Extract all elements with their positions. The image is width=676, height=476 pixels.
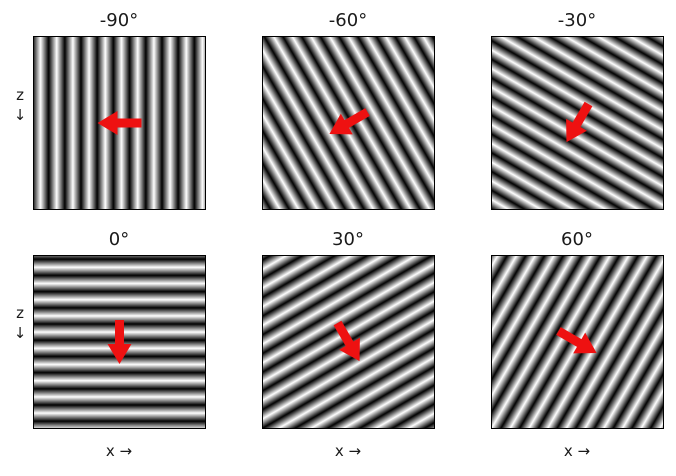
wave-panel-2: [262, 36, 435, 210]
propagation-arrow-icon: [107, 320, 132, 364]
panel-title-6: 60°: [561, 229, 593, 250]
panel-frame: [491, 255, 664, 429]
propagation-arrow-icon: [556, 327, 597, 354]
z-axis-label-bottom: z: [16, 304, 24, 322]
panel-title-4: 0°: [109, 229, 129, 250]
x-axis-label-1: x →: [106, 442, 132, 460]
panel-frame: [491, 36, 664, 210]
propagation-arrow-icon: [566, 101, 593, 143]
panel-frame: [33, 36, 206, 210]
propagation-arrow-icon: [329, 108, 370, 135]
wave-panel-5: [262, 255, 435, 429]
z-axis-arrow-bottom: ↓: [14, 324, 27, 342]
panel-frame: [262, 255, 435, 429]
panel-title-2: -60°: [329, 10, 367, 31]
panel-title-5: 30°: [332, 229, 364, 250]
x-axis-label-3: x →: [564, 442, 590, 460]
z-axis-arrow-top: ↓: [14, 106, 27, 124]
x-axis-label-2: x →: [335, 442, 361, 460]
propagation-arrow-icon: [333, 320, 360, 362]
wave-panel-4: [33, 255, 206, 429]
panel-frame: [33, 255, 206, 429]
wave-panel-1: [33, 36, 206, 210]
panel-title-3: -30°: [558, 10, 596, 31]
wave-panel-3: [491, 36, 664, 210]
propagation-arrow-icon: [97, 111, 142, 135]
z-axis-label-top: z: [16, 86, 24, 104]
panel-frame: [262, 36, 435, 210]
wave-panel-6: [491, 255, 664, 429]
panel-title-1: -90°: [100, 10, 138, 31]
